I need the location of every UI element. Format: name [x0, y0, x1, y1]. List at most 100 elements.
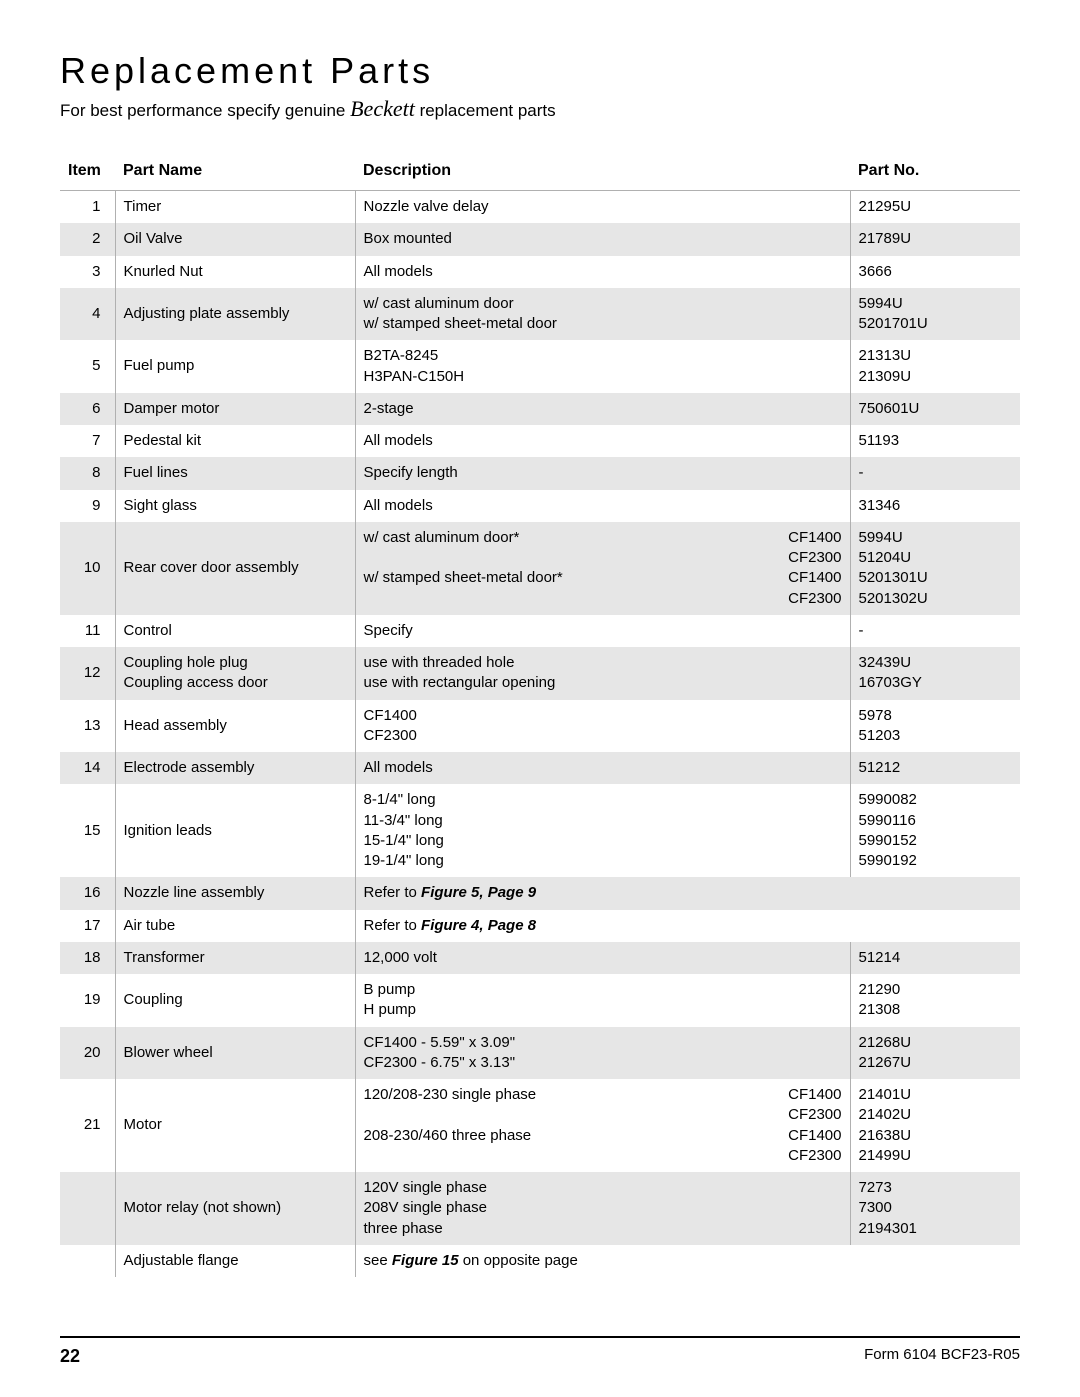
brand-name: Beckett — [350, 96, 415, 121]
table-row: 10Rear cover door assemblyw/ cast alumin… — [60, 522, 1020, 615]
cell-partno: 7273 7300 2194301 — [850, 1172, 1020, 1245]
cell-desc: CF1400 - 5.59" x 3.09" CF2300 - 6.75" x … — [355, 1027, 850, 1080]
subtitle-before: For best performance specify genuine — [60, 101, 350, 120]
cell-item: 9 — [60, 490, 115, 522]
cell-partno: 750601U — [850, 393, 1020, 425]
cell-item: 14 — [60, 752, 115, 784]
table-row: 19CouplingB pump H pump21290 21308 — [60, 974, 1020, 1027]
cell-name: Fuel pump — [115, 340, 355, 393]
desc-main: 120/208-230 single phase 208-230/460 thr… — [364, 1085, 779, 1166]
table-row: 21Motor120/208-230 single phase 208-230/… — [60, 1079, 1020, 1172]
cell-name: Motor relay (not shown) — [115, 1172, 355, 1245]
figref-pre: Refer to — [364, 884, 422, 901]
cell-item: 2 — [60, 223, 115, 255]
table-row: 16Nozzle line assemblyRefer to Figure 5,… — [60, 877, 1020, 909]
table-row: Adjustable flangesee Figure 15 on opposi… — [60, 1245, 1020, 1277]
cell-name: Ignition leads — [115, 784, 355, 877]
figref-pre: see — [364, 1252, 392, 1269]
cell-partno: 5990082 5990116 5990152 5990192 — [850, 784, 1020, 877]
table-row: 11ControlSpecify- — [60, 615, 1020, 647]
cell-desc: use with threaded hole use with rectangu… — [355, 647, 850, 700]
cell-item: 5 — [60, 340, 115, 393]
cell-partno: 5994U 51204U 5201301U 5201302U — [850, 522, 1020, 615]
cell-name: Motor — [115, 1079, 355, 1172]
form-reference: Form 6104 BCF23-R05 — [864, 1346, 1020, 1367]
cell-desc: All models — [355, 490, 850, 522]
cell-name: Fuel lines — [115, 457, 355, 489]
cell-desc-span: Refer to Figure 4, Page 8 — [355, 910, 1020, 942]
cell-name: Transformer — [115, 942, 355, 974]
table-row: 14Electrode assemblyAll models51212 — [60, 752, 1020, 784]
table-row: 15Ignition leads8-1/4" long 11-3/4" long… — [60, 784, 1020, 877]
cell-item: 1 — [60, 191, 115, 224]
page-footer: 22 Form 6104 BCF23-R05 — [60, 1336, 1020, 1367]
cell-desc: 2-stage — [355, 393, 850, 425]
table-row: 6Damper motor2-stage750601U — [60, 393, 1020, 425]
table-row: 17Air tubeRefer to Figure 4, Page 8 — [60, 910, 1020, 942]
page-title: Replacement Parts — [60, 50, 1020, 92]
cell-partno: 21313U 21309U — [850, 340, 1020, 393]
cell-partno: 32439U 16703GY — [850, 647, 1020, 700]
cell-partno: 21295U — [850, 191, 1020, 224]
cell-desc: B2TA-8245 H3PAN-C150H — [355, 340, 850, 393]
cell-name: Blower wheel — [115, 1027, 355, 1080]
cell-name: Coupling — [115, 974, 355, 1027]
cell-item: 3 — [60, 256, 115, 288]
figref: Figure 4, Page 8 — [421, 917, 536, 934]
cell-item: 10 — [60, 522, 115, 615]
cell-desc: 120/208-230 single phase 208-230/460 thr… — [355, 1079, 850, 1172]
table-row: 8Fuel linesSpecify length- — [60, 457, 1020, 489]
cell-name: Oil Valve — [115, 223, 355, 255]
cell-desc: w/ cast aluminum door* w/ stamped sheet-… — [355, 522, 850, 615]
cell-name: Sight glass — [115, 490, 355, 522]
cell-desc: B pump H pump — [355, 974, 850, 1027]
col-partno: Part No. — [850, 152, 1020, 191]
table-row: 13Head assemblyCF1400 CF23005978 51203 — [60, 700, 1020, 753]
cell-partno: - — [850, 615, 1020, 647]
page: Replacement Parts For best performance s… — [0, 0, 1080, 1397]
col-name: Part Name — [115, 152, 355, 191]
cell-name: Coupling hole plug Coupling access door — [115, 647, 355, 700]
cell-name: Damper motor — [115, 393, 355, 425]
cell-item: 4 — [60, 288, 115, 341]
desc-model: CF1400 CF2300 CF1400 CF2300 — [788, 528, 841, 609]
cell-name: Knurled Nut — [115, 256, 355, 288]
desc-main: w/ cast aluminum door* w/ stamped sheet-… — [364, 528, 779, 609]
cell-name: Rear cover door assembly — [115, 522, 355, 615]
cell-name: Adjusting plate assembly — [115, 288, 355, 341]
table-row: 2Oil ValveBox mounted21789U — [60, 223, 1020, 255]
cell-item: 21 — [60, 1079, 115, 1172]
parts-table: Item Part Name Description Part No. 1Tim… — [60, 152, 1020, 1277]
cell-partno: 21789U — [850, 223, 1020, 255]
cell-desc-span: Refer to Figure 5, Page 9 — [355, 877, 1020, 909]
table-row: 9Sight glassAll models31346 — [60, 490, 1020, 522]
table-row: Motor relay (not shown)120V single phase… — [60, 1172, 1020, 1245]
table-row: 18Transformer12,000 volt51214 — [60, 942, 1020, 974]
cell-desc: 12,000 volt — [355, 942, 850, 974]
figref: Figure 15 — [392, 1252, 459, 1269]
cell-partno: 31346 — [850, 490, 1020, 522]
cell-item: 20 — [60, 1027, 115, 1080]
cell-item: 19 — [60, 974, 115, 1027]
cell-item: 15 — [60, 784, 115, 877]
cell-partno: 51214 — [850, 942, 1020, 974]
cell-desc: Nozzle valve delay — [355, 191, 850, 224]
cell-name: Air tube — [115, 910, 355, 942]
cell-item: 16 — [60, 877, 115, 909]
cell-desc: Box mounted — [355, 223, 850, 255]
col-item: Item — [60, 152, 115, 191]
figref: Figure 5, Page 9 — [421, 884, 536, 901]
cell-partno: 21290 21308 — [850, 974, 1020, 1027]
table-row: 4Adjusting plate assemblyw/ cast aluminu… — [60, 288, 1020, 341]
cell-desc: Specify — [355, 615, 850, 647]
cell-desc: Specify length — [355, 457, 850, 489]
cell-desc-span: see Figure 15 on opposite page — [355, 1245, 1020, 1277]
cell-item: 11 — [60, 615, 115, 647]
cell-desc: CF1400 CF2300 — [355, 700, 850, 753]
table-row: 7Pedestal kitAll models51193 — [60, 425, 1020, 457]
col-desc: Description — [355, 152, 850, 191]
cell-name: Control — [115, 615, 355, 647]
table-row: 1TimerNozzle valve delay21295U — [60, 191, 1020, 224]
cell-partno: 21401U 21402U 21638U 21499U — [850, 1079, 1020, 1172]
cell-item: 18 — [60, 942, 115, 974]
